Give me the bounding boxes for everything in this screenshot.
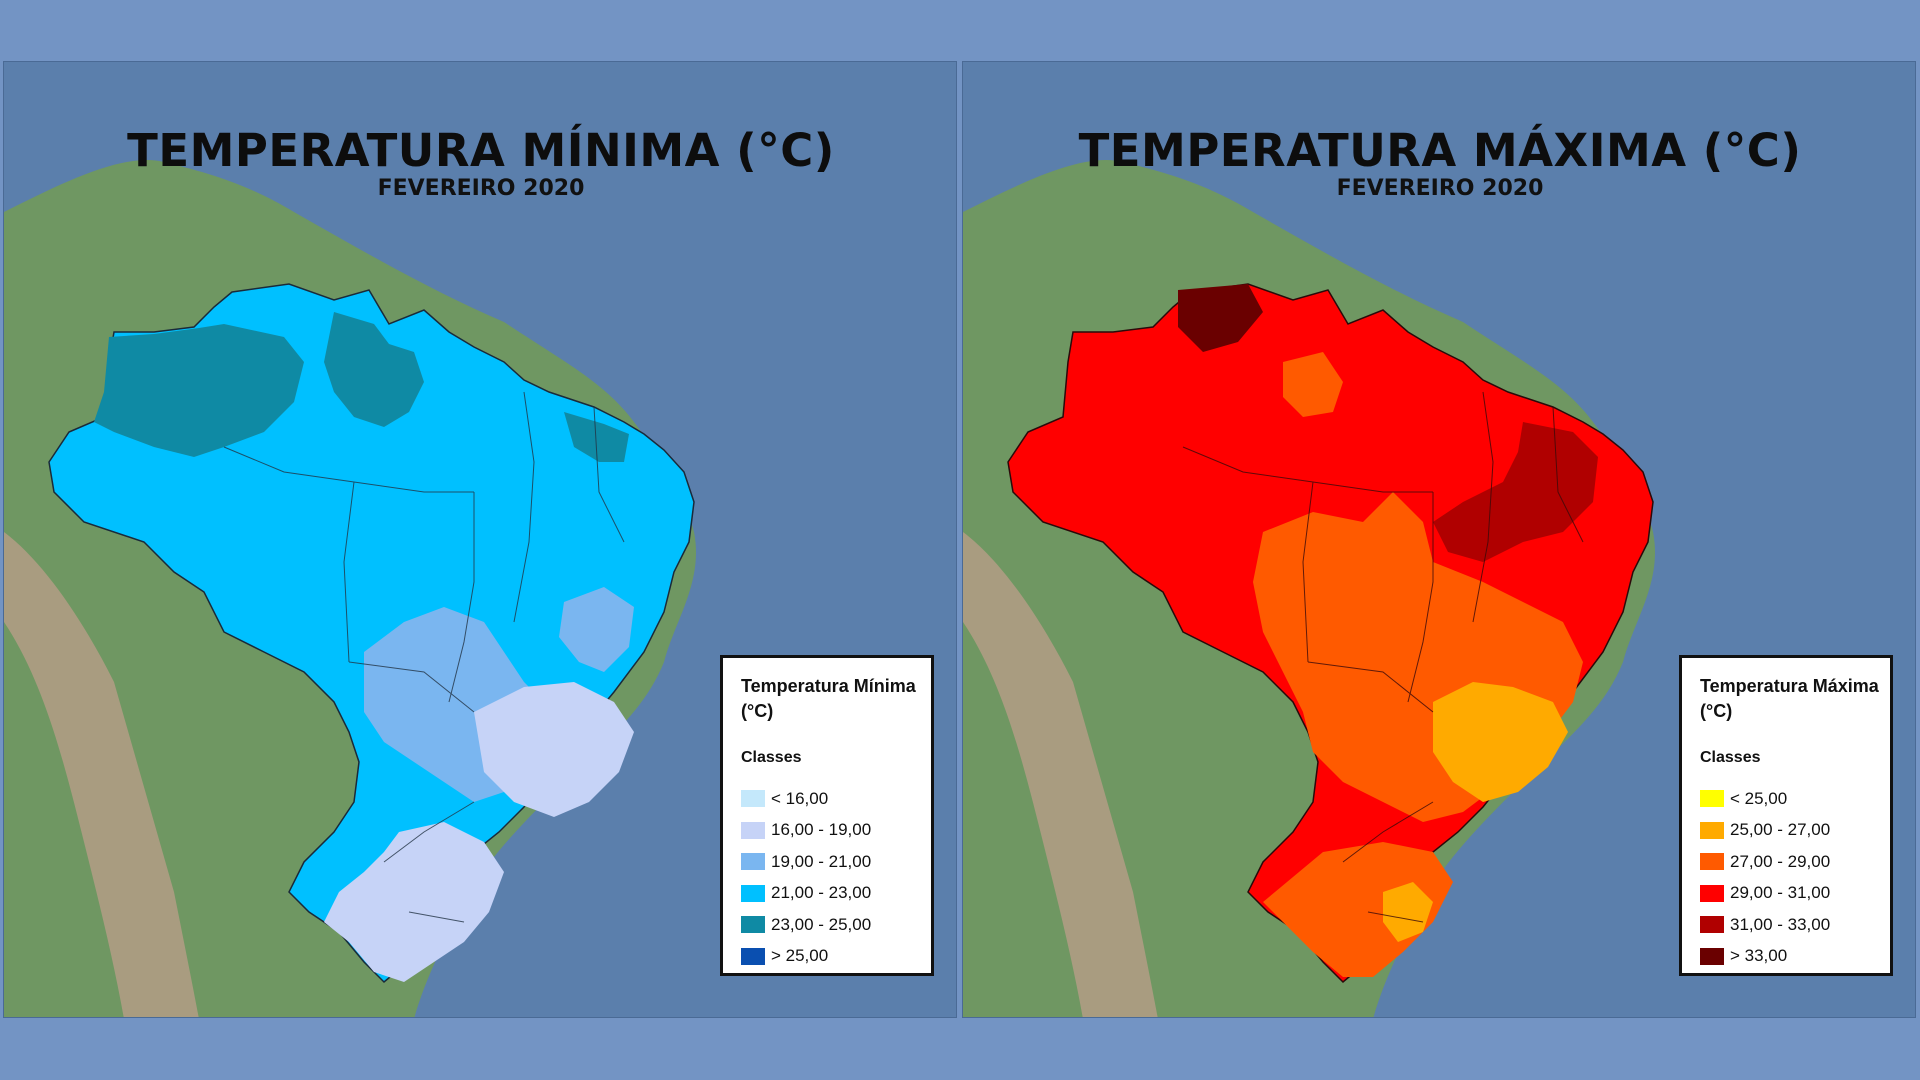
legend-item: 27,00 - 29,00 <box>1700 846 1830 878</box>
zone-25-27-southeast <box>1433 682 1568 802</box>
zone-above-33-north <box>1178 284 1263 352</box>
legend-item: < 16,00 <box>741 783 871 815</box>
state-boundaries <box>1182 391 1584 923</box>
legend-swatch <box>1700 884 1724 902</box>
max-temperature-map-panel: TEMPERATURA MÁXIMA (°C) FEVEREIRO 2020 T… <box>962 61 1916 1018</box>
legend-item: > 25,00 <box>741 941 871 973</box>
legend-swatch <box>741 821 765 839</box>
legend-classes-label: Classes <box>741 749 802 766</box>
legend-title: Temperatura Mínima (°C) <box>741 676 916 721</box>
min-temperature-map <box>4 62 956 1017</box>
map-title: TEMPERATURA MÁXIMA (°C) <box>1078 124 1802 177</box>
zone-27-29-central <box>1283 352 1343 417</box>
zone-25-27-south <box>1383 882 1433 942</box>
legend-title: Temperatura Máxima (°C) <box>1700 676 1879 721</box>
legend-item: 31,00 - 33,00 <box>1700 909 1830 941</box>
legend-label: 16,00 - 19,00 <box>771 820 872 840</box>
legend-label: 19,00 - 21,00 <box>771 851 872 871</box>
legend-swatch <box>741 790 765 808</box>
max-temperature-map <box>963 62 1915 1017</box>
zone-23-25-northeast <box>564 412 629 462</box>
legend-item: 19,00 - 21,00 <box>741 846 871 878</box>
legend-label: > 33,00 <box>1730 946 1788 966</box>
legend-swatch <box>741 884 765 902</box>
legend-swatch <box>1700 821 1724 839</box>
legend-label: 23,00 - 25,00 <box>771 914 872 934</box>
legend-label: < 25,00 <box>1730 788 1788 808</box>
zone-23-25-west <box>94 324 304 457</box>
map-subtitle: FEVEREIRO 2020 <box>377 176 585 201</box>
legend-item: > 33,00 <box>1700 941 1830 973</box>
zone-19-21-east <box>559 587 634 672</box>
legend-items: < 16,00 16,00 - 19,00 19,00 - 21,00 21,0… <box>741 783 871 972</box>
andes-highlands <box>4 532 199 1017</box>
legend-items: < 25,00 25,00 - 27,00 27,00 - 29,00 29,0… <box>1700 783 1830 972</box>
min-temperature-map-panel: TEMPERATURA MÍNIMA (°C) FEVEREIRO 2020 T… <box>3 61 957 1018</box>
legend-classes-label: Classes <box>1700 749 1761 766</box>
legend-label: 25,00 - 27,00 <box>1730 820 1831 840</box>
legend-label: 31,00 - 33,00 <box>1730 914 1831 934</box>
zone-16-19-south <box>324 822 504 982</box>
legend-swatch <box>741 916 765 934</box>
legend-swatch <box>1700 853 1724 871</box>
legend-swatch <box>741 947 765 965</box>
legend-label: 29,00 - 31,00 <box>1730 883 1831 903</box>
legend-item: < 25,00 <box>1700 783 1830 815</box>
legend: Temperatura Mínima (°C) Classes < 16,00 … <box>720 655 934 976</box>
map-subtitle: FEVEREIRO 2020 <box>1336 176 1544 201</box>
zone-31-33-northeast <box>1433 422 1598 562</box>
legend: Temperatura Máxima (°C) Classes < 25,00 … <box>1679 655 1893 976</box>
legend-swatch <box>741 853 765 871</box>
legend-label: < 16,00 <box>771 788 829 808</box>
legend-swatch <box>1700 916 1724 934</box>
legend-item: 29,00 - 31,00 <box>1700 878 1830 910</box>
zone-27-29-south <box>1263 842 1453 977</box>
legend-label: 27,00 - 29,00 <box>1730 851 1831 871</box>
legend-swatch <box>1700 790 1724 808</box>
legend-item: 23,00 - 25,00 <box>741 909 871 941</box>
legend-item: 25,00 - 27,00 <box>1700 815 1830 847</box>
andes-highlands <box>963 532 1158 1017</box>
state-boundaries <box>223 391 625 923</box>
zone-16-19-southeast <box>474 682 634 817</box>
legend-label: > 25,00 <box>771 946 829 966</box>
legend-item: 21,00 - 23,00 <box>741 878 871 910</box>
zone-23-25-central <box>324 312 424 427</box>
legend-swatch <box>1700 947 1724 965</box>
map-title: TEMPERATURA MÍNIMA (°C) <box>127 124 835 177</box>
legend-item: 16,00 - 19,00 <box>741 815 871 847</box>
legend-label: 21,00 - 23,00 <box>771 883 872 903</box>
